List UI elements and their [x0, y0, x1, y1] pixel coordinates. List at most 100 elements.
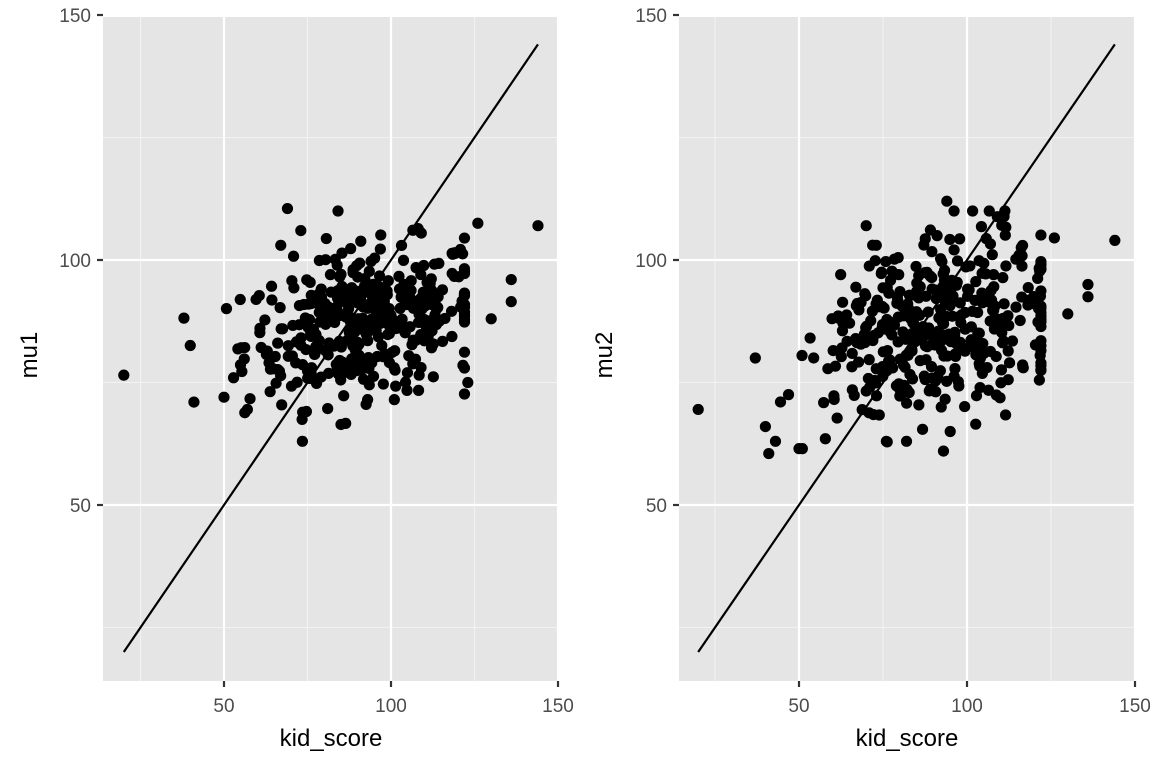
- data-point: [827, 344, 839, 357]
- data-point: [274, 302, 286, 314]
- data-point: [329, 316, 341, 329]
- data-point: [912, 334, 924, 346]
- data-point: [377, 351, 389, 363]
- data-point: [808, 352, 820, 364]
- y-axis-title: mu1: [16, 332, 43, 379]
- data-point: [1035, 320, 1047, 333]
- data-point: [1033, 374, 1045, 386]
- data-point: [301, 274, 313, 286]
- data-point: [886, 265, 898, 277]
- data-point: [1035, 229, 1047, 241]
- data-point: [335, 268, 347, 280]
- data-point: [505, 274, 517, 286]
- data-point: [1003, 357, 1016, 369]
- data-point: [1000, 221, 1012, 233]
- data-point: [984, 345, 996, 358]
- data-point: [377, 378, 389, 390]
- data-point: [959, 323, 971, 335]
- data-point: [315, 283, 327, 295]
- data-point: [880, 255, 892, 268]
- data-point: [922, 306, 934, 318]
- data-point: [1002, 345, 1014, 357]
- data-point: [913, 399, 925, 411]
- data-point: [275, 239, 287, 251]
- data-point: [410, 297, 422, 310]
- axes: 150 100 50 50 100 150 kid_score mu2: [591, 6, 1151, 752]
- data-point: [951, 255, 964, 267]
- panel-right: 150 100 50 50 100 150 kid_score mu2: [591, 6, 1151, 752]
- data-point: [886, 329, 898, 341]
- data-point: [402, 287, 414, 299]
- data-point: [938, 350, 950, 362]
- identity-line: [122, 43, 539, 653]
- data-point: [949, 362, 961, 375]
- data-point: [987, 304, 999, 316]
- data-point: [846, 361, 858, 373]
- data-point: [872, 327, 884, 339]
- data-point: [263, 357, 275, 369]
- data-point: [944, 233, 956, 246]
- data-point: [353, 349, 365, 361]
- data-point: [324, 269, 337, 281]
- data-point: [1016, 250, 1028, 262]
- x-tick-label-100: 100: [951, 696, 983, 717]
- data-point: [388, 394, 400, 406]
- data-point: [351, 260, 363, 272]
- data-point: [969, 294, 981, 306]
- data-point: [1035, 259, 1047, 271]
- data-point: [335, 374, 347, 386]
- data-point: [880, 435, 892, 447]
- data-point: [335, 418, 347, 431]
- y-tick-label-100: 100: [635, 251, 667, 272]
- data-point: [1035, 285, 1047, 297]
- data-point: [329, 253, 341, 265]
- data-point: [982, 296, 995, 308]
- y-tick-label-150: 150: [635, 6, 667, 27]
- data-point: [948, 205, 960, 217]
- data-point: [398, 278, 410, 290]
- data-point: [913, 309, 926, 321]
- data-point: [870, 298, 882, 310]
- data-point: [286, 350, 298, 362]
- data-point: [860, 220, 872, 232]
- scatter-points: [692, 195, 1121, 460]
- data-point: [891, 291, 903, 303]
- data-point: [300, 405, 313, 418]
- data-point: [938, 264, 951, 276]
- data-point: [995, 364, 1008, 376]
- data-point: [995, 377, 1007, 389]
- data-point: [924, 224, 937, 236]
- data-point: [976, 287, 988, 299]
- data-point: [462, 376, 474, 389]
- data-point: [390, 380, 402, 392]
- data-point: [910, 260, 922, 273]
- data-point: [936, 255, 948, 268]
- data-point: [944, 425, 956, 438]
- data-point: [227, 372, 240, 384]
- data-point: [948, 244, 960, 256]
- data-point: [937, 445, 950, 457]
- data-point: [926, 246, 938, 258]
- data-point: [389, 345, 401, 357]
- data-point: [355, 235, 367, 247]
- data-point: [987, 269, 1000, 281]
- data-point: [398, 324, 410, 336]
- data-point: [532, 220, 544, 232]
- data-point: [692, 403, 704, 416]
- data-point: [362, 394, 374, 406]
- data-point: [804, 332, 816, 344]
- data-point: [954, 297, 966, 309]
- data-point: [253, 289, 265, 302]
- data-point: [309, 343, 321, 355]
- data-point: [320, 232, 332, 245]
- scatter-points: [118, 202, 544, 447]
- data-point: [953, 380, 965, 392]
- data-point: [409, 353, 422, 365]
- data-point: [828, 390, 840, 402]
- data-point: [319, 297, 331, 310]
- data-point: [848, 389, 860, 401]
- data-point: [954, 336, 966, 348]
- data-point: [900, 397, 913, 409]
- data-point: [426, 299, 438, 311]
- data-point: [379, 283, 391, 295]
